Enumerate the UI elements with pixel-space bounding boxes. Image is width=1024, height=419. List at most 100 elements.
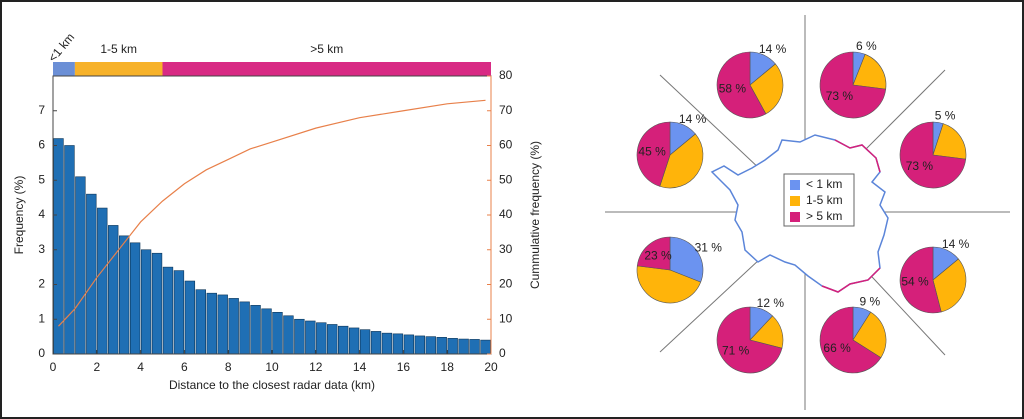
y2-tick-label: 30 bbox=[499, 242, 513, 256]
y2-tick-label: 80 bbox=[499, 68, 513, 82]
bar bbox=[140, 249, 152, 355]
y-tick-label: 5 bbox=[38, 172, 45, 186]
pie-slice bbox=[636, 265, 702, 304]
bar bbox=[316, 322, 327, 355]
range-segment bbox=[74, 62, 163, 76]
pie-slice bbox=[669, 236, 704, 283]
range-segment bbox=[162, 62, 491, 76]
range-label: >5 km bbox=[310, 42, 343, 56]
pie-value-label: 45 % bbox=[638, 144, 666, 158]
pie-slice bbox=[899, 246, 942, 314]
pie-slice bbox=[899, 121, 967, 189]
pie-value-label: 71 % bbox=[722, 343, 750, 357]
y-tick-label: 0 bbox=[38, 346, 45, 360]
bar bbox=[129, 242, 141, 355]
pie-value-label: 31 % bbox=[695, 240, 723, 254]
bar bbox=[195, 289, 206, 355]
bar bbox=[370, 331, 382, 355]
pie-slice bbox=[659, 133, 704, 189]
legend-label: 1-5 km bbox=[806, 193, 843, 207]
x-tick-label: 14 bbox=[353, 360, 367, 374]
bar bbox=[239, 301, 250, 355]
x-tick-label: 12 bbox=[309, 360, 323, 374]
pie-slice bbox=[852, 311, 887, 359]
pie-slice bbox=[716, 51, 767, 119]
bar bbox=[425, 336, 436, 355]
x-tick-label: 8 bbox=[225, 360, 232, 374]
pie-value-label: 14 % bbox=[759, 42, 787, 56]
y-tick-label: 2 bbox=[38, 277, 45, 291]
pie-slice bbox=[636, 121, 671, 187]
x-axis-label: Distance to the closest radar data (km) bbox=[169, 378, 375, 392]
x-tick-label: 18 bbox=[441, 360, 455, 374]
bar bbox=[414, 335, 426, 355]
bar bbox=[447, 338, 458, 355]
bar bbox=[75, 176, 86, 355]
bar bbox=[119, 235, 130, 355]
bar bbox=[436, 337, 447, 355]
bar bbox=[403, 334, 415, 355]
pie-value-label: 14 % bbox=[942, 237, 970, 251]
y-tick-label: 7 bbox=[38, 103, 45, 117]
y2-axis-label: Cummulative frequency (%) bbox=[528, 141, 542, 289]
y2-tick-label: 20 bbox=[499, 277, 513, 291]
pie-value-label: 54 % bbox=[901, 274, 929, 288]
legend-label: < 1 km bbox=[806, 177, 842, 191]
bar bbox=[469, 339, 480, 355]
x-tick-label: 16 bbox=[397, 360, 411, 374]
bar bbox=[108, 225, 119, 355]
bar bbox=[173, 270, 185, 355]
bar bbox=[327, 324, 338, 355]
pie-slice bbox=[716, 306, 783, 374]
pie-value-label: 6 % bbox=[856, 39, 877, 53]
legend-swatch bbox=[790, 180, 800, 190]
bar bbox=[228, 298, 239, 355]
range-segment bbox=[53, 62, 75, 76]
pie-slice bbox=[819, 306, 882, 374]
bar bbox=[272, 311, 283, 355]
y2-tick-label: 60 bbox=[499, 138, 513, 152]
y2-tick-label: 50 bbox=[499, 172, 513, 186]
bar bbox=[381, 332, 393, 355]
pie-slice bbox=[932, 123, 967, 160]
pie-value-label: 23 % bbox=[644, 249, 672, 263]
bar bbox=[86, 193, 97, 355]
bar bbox=[261, 308, 272, 355]
cumulative-line bbox=[58, 99, 486, 327]
bar bbox=[458, 338, 469, 355]
legend-swatch bbox=[790, 196, 800, 206]
range-label: 1-5 km bbox=[100, 42, 137, 56]
bar bbox=[151, 252, 163, 355]
pie-value-label: 9 % bbox=[860, 295, 881, 309]
pie-value-label: 12 % bbox=[757, 296, 785, 310]
y2-tick-label: 10 bbox=[499, 311, 513, 325]
x-tick-label: 20 bbox=[484, 360, 498, 374]
bar bbox=[250, 305, 261, 355]
bar bbox=[53, 138, 64, 355]
pie-value-label: 58 % bbox=[719, 82, 747, 96]
antarctica-ice-shelf bbox=[821, 139, 881, 293]
y2-tick-label: 40 bbox=[499, 207, 513, 221]
bar bbox=[184, 280, 196, 355]
bar bbox=[294, 318, 305, 355]
y-tick-label: 6 bbox=[38, 138, 45, 152]
x-tick-label: 4 bbox=[137, 360, 144, 374]
pie-slice bbox=[852, 53, 887, 90]
y-tick-label: 3 bbox=[38, 242, 45, 256]
bar bbox=[337, 325, 349, 355]
y-tick-label: 1 bbox=[38, 311, 45, 325]
bar bbox=[97, 207, 108, 355]
y-tick-label: 4 bbox=[38, 207, 45, 221]
legend-label: > 5 km bbox=[806, 209, 842, 223]
bar bbox=[348, 327, 360, 355]
bar bbox=[64, 145, 75, 355]
bar bbox=[206, 292, 217, 355]
pie-slice bbox=[819, 51, 887, 119]
bar bbox=[217, 294, 228, 355]
x-tick-label: 2 bbox=[93, 360, 100, 374]
pie-value-label: 66 % bbox=[823, 341, 851, 355]
pie-value-label: 73 % bbox=[826, 89, 854, 103]
bar bbox=[392, 333, 404, 355]
y2-tick-label: 70 bbox=[499, 103, 513, 117]
